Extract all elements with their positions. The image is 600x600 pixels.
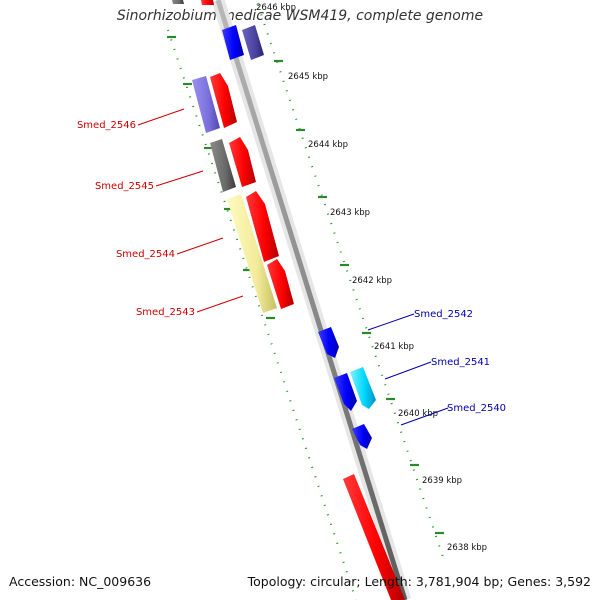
gene-feature-smed2544-arrow: [246, 191, 279, 262]
gene-label-smed2543[interactable]: Smed_2543: [136, 307, 195, 318]
genome-backbone: [215, 0, 408, 600]
gene-label-smed2540[interactable]: Smed_2540: [447, 403, 506, 414]
inner-dotted-track: [167, 29, 357, 600]
gene-label-smed2542[interactable]: Smed_2542: [414, 309, 473, 320]
gene-label-smed2546[interactable]: Smed_2546: [77, 120, 136, 131]
gene-label-smed2541[interactable]: Smed_2541: [431, 357, 490, 368]
gene-label-smed2544[interactable]: Smed_2544: [116, 249, 175, 260]
scale-labels: 2646 kbp 2645 kbp 2644 kbp 2643 kbp 2642…: [256, 3, 487, 553]
gene-feature-smed2542-arrow: [318, 327, 339, 358]
gene-feature-smed2540-arrow: [352, 424, 372, 449]
scale-label-2641: 2641 kbp: [374, 342, 414, 352]
gene-feature-purple: [192, 76, 220, 133]
gene-label-smed2545[interactable]: Smed_2545: [95, 181, 154, 192]
gene-feature-smed2546-arrow: [210, 73, 237, 128]
gene-feature-yellow: [227, 194, 277, 313]
gene-feature-top-red: [201, 0, 214, 5]
label-connectors-reverse: [367, 313, 449, 426]
gene-feature-cyan: [350, 367, 376, 409]
gene-feature-smed2543-arrow: [267, 259, 294, 309]
gene-feature-top-navy: [242, 25, 264, 60]
gene-feature-smed2545-arrow: [229, 137, 256, 187]
scale-label-2644: 2644 kbp: [308, 140, 348, 150]
gene-feature-gray: [210, 139, 236, 192]
scale-label-2638: 2638 kbp: [447, 543, 487, 553]
scale-label-2643: 2643 kbp: [330, 208, 370, 218]
genome-summary-text: Topology: circular; Length: 3,781,904 bp…: [247, 574, 591, 589]
scale-label-2642: 2642 kbp: [352, 276, 392, 286]
gene-feature-bottom-red: [343, 474, 405, 600]
scale-label-2646: 2646 kbp: [256, 3, 296, 13]
scale-label-2645: 2645 kbp: [288, 72, 328, 82]
map-title: Sinorhizobium medicae WSM419, complete g…: [116, 8, 484, 24]
gene-feature-smed2541-arrow: [334, 373, 357, 411]
label-connectors-forward: [137, 108, 244, 313]
accession-text: Accession: NC_009636: [9, 574, 152, 589]
scale-label-2639: 2639 kbp: [422, 476, 462, 486]
gene-feature-top-blue: [222, 25, 244, 60]
scale-label-2640: 2640 kbp: [398, 409, 438, 419]
gene-feature-top-gray: [172, 0, 184, 4]
